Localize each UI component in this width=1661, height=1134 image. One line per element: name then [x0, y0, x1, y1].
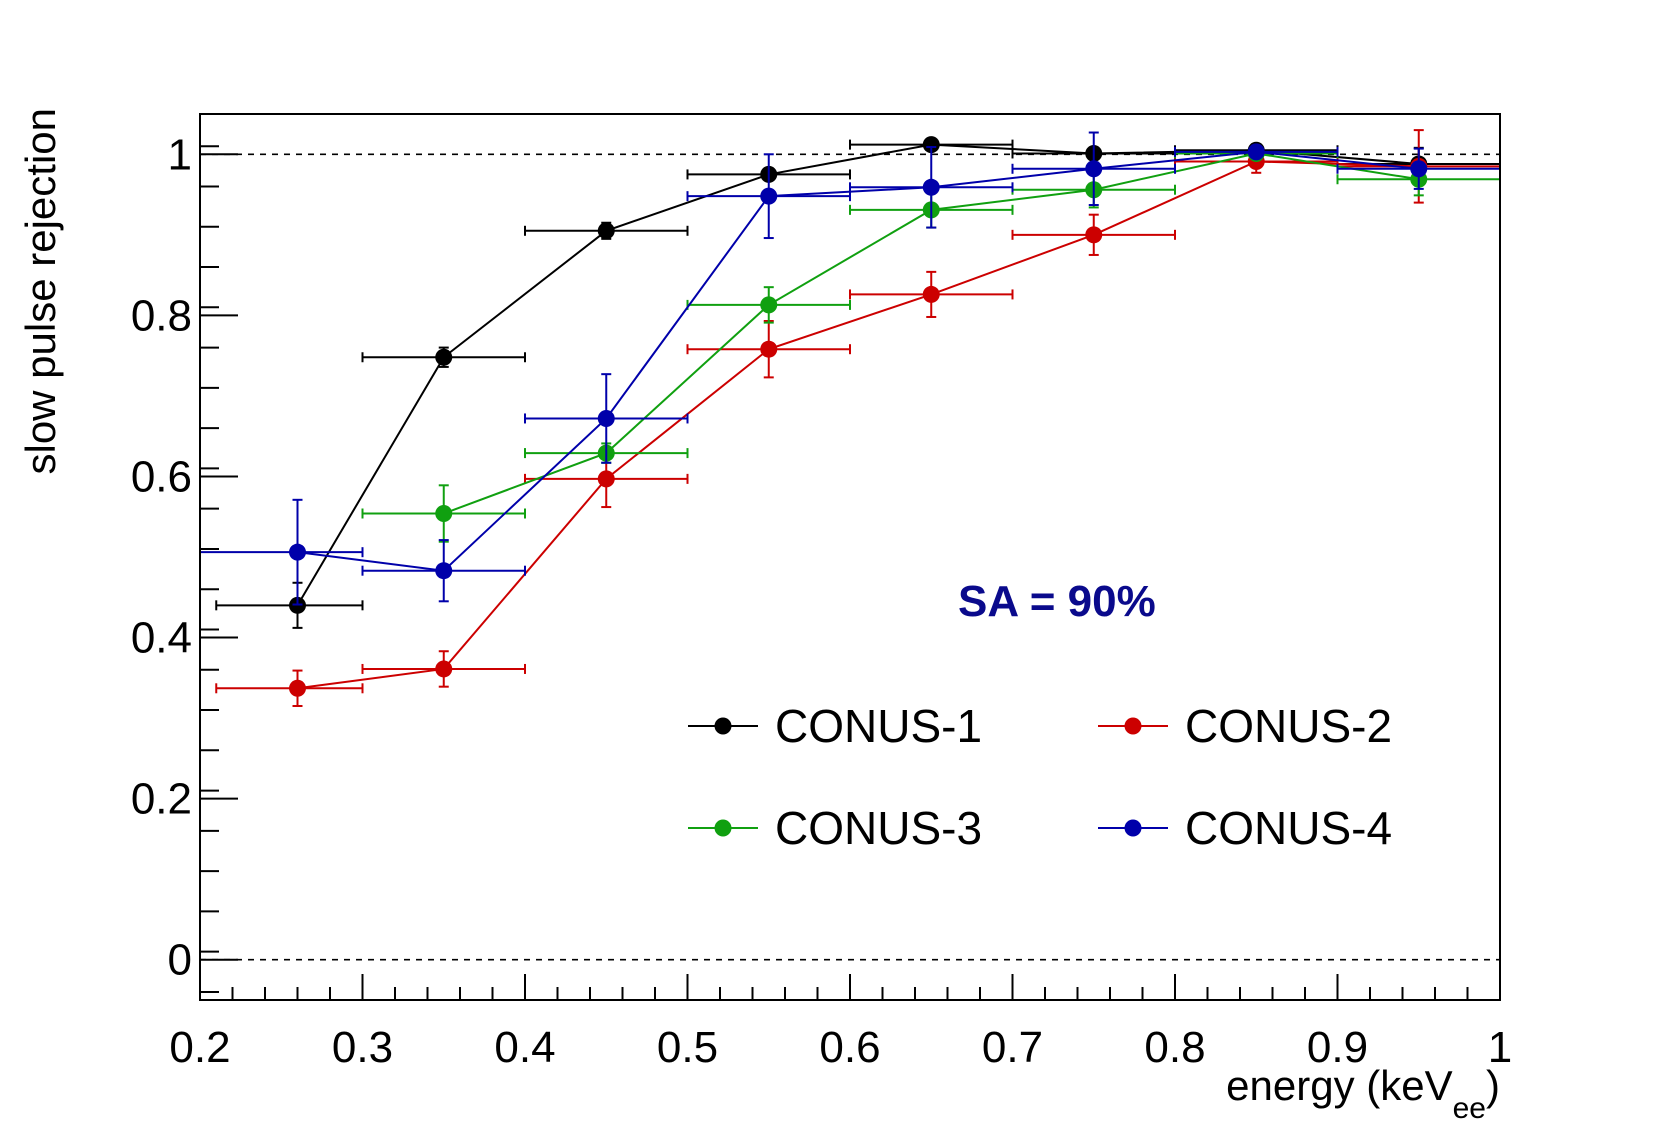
legend-marker-conus-2	[1124, 717, 1142, 735]
data-point-conus-3	[435, 505, 453, 523]
annotation-sa: SA = 90%	[958, 577, 1156, 626]
data-point-conus-2	[760, 340, 778, 358]
y-tick-label: 0.2	[131, 775, 192, 824]
data-point-conus-4	[1247, 143, 1265, 161]
legend-label-conus-2: CONUS-2	[1185, 700, 1392, 752]
data-point-conus-4	[289, 543, 306, 561]
plot-frame	[199, 113, 1501, 1001]
y-tick-label: 0.4	[131, 614, 192, 663]
data-point-conus-4	[1410, 160, 1428, 178]
y-tick-label: 0.6	[131, 452, 192, 501]
x-axis-label-main: energy (keV	[1226, 1062, 1452, 1109]
legend-marker-conus-4	[1124, 819, 1142, 837]
y-tick-label: 1	[168, 130, 192, 179]
data-point-conus-2	[597, 470, 615, 488]
legend: CONUS-1 CONUS-2 CONUS-3 CONUS-4	[688, 700, 1392, 854]
data-point-conus-4	[922, 178, 940, 196]
x-tick-label: 0.4	[494, 1023, 555, 1072]
data-point-conus-2	[1085, 226, 1103, 244]
x-axis-label-sub: ee	[1453, 1092, 1486, 1125]
legend-marker-conus-3	[714, 819, 732, 837]
legend-label-conus-4: CONUS-4	[1185, 802, 1392, 854]
data-point-conus-1	[922, 136, 940, 154]
data-point-conus-4	[1085, 160, 1103, 178]
x-axis-label-close: )	[1486, 1062, 1500, 1109]
x-tick-label: 0.2	[169, 1023, 230, 1072]
data-point-conus-4	[435, 562, 453, 580]
axis-ticks	[199, 145, 1501, 1000]
legend-label-conus-3: CONUS-3	[775, 802, 982, 854]
data-point-conus-3	[760, 296, 778, 314]
data-point-conus-2	[435, 660, 453, 678]
data-point-conus-1	[597, 222, 615, 240]
legend-marker-conus-1	[714, 717, 732, 735]
data-point-conus-4	[760, 187, 778, 205]
series-line-conus-1	[296, 143, 1419, 606]
data-point-conus-4	[597, 409, 615, 427]
x-tick-label: 0.3	[332, 1023, 393, 1072]
x-tick-label: 0.7	[982, 1023, 1043, 1072]
series-line-conus-2	[297, 160, 1419, 690]
y-tick-label: 0.8	[131, 291, 192, 340]
data-point-conus-1	[435, 348, 453, 366]
x-tick-label: 0.6	[819, 1023, 880, 1072]
series-layer	[199, 129, 1501, 708]
y-tick-label: 0	[168, 936, 192, 985]
tick-labels: 0.2 0.3 0.4 0.5 0.6 0.7 0.8 0.9 1 0 0.2 0.4 0.6 0.8 1	[131, 130, 1512, 1072]
data-point-conus-2	[922, 285, 940, 303]
x-tick-label: 0.9	[1307, 1023, 1368, 1072]
data-point-conus-2	[289, 679, 306, 697]
legend-label-conus-1: CONUS-1	[775, 700, 982, 752]
series-line-conus-4	[297, 150, 1419, 572]
x-axis-label: energy (keVee)	[1226, 1062, 1500, 1125]
y-axis-label: slow pulse rejection	[17, 108, 64, 475]
x-tick-label: 0.8	[1144, 1023, 1205, 1072]
x-tick-label: 0.5	[657, 1023, 718, 1072]
series-conus-4	[199, 131, 1501, 606]
x-tick-label: 1	[1488, 1023, 1512, 1072]
